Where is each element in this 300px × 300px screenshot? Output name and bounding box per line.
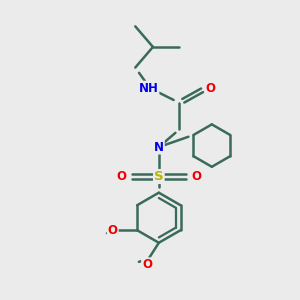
Text: O: O — [206, 82, 215, 95]
Text: NH: NH — [139, 82, 158, 95]
Text: O: O — [116, 170, 126, 183]
Text: S: S — [154, 170, 164, 183]
Text: O: O — [142, 258, 152, 271]
Text: N: N — [154, 141, 164, 154]
Text: O: O — [191, 170, 202, 183]
Text: O: O — [108, 224, 118, 237]
